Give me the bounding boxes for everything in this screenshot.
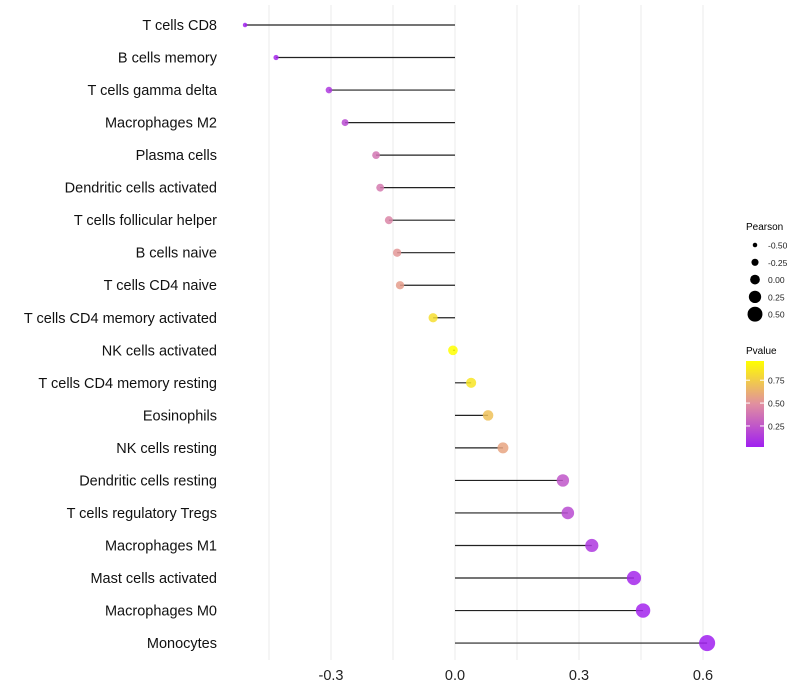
data-point xyxy=(384,216,393,225)
data-point xyxy=(242,22,248,28)
data-point xyxy=(448,345,458,356)
x-tick-label: 0.6 xyxy=(693,668,713,684)
data-point xyxy=(376,183,385,192)
data-point xyxy=(393,248,402,257)
category-label: T cells CD8 xyxy=(142,18,217,34)
category-label: T cells CD4 memory resting xyxy=(38,376,217,392)
category-label: Macrophages M2 xyxy=(105,116,217,132)
data-point xyxy=(635,603,651,618)
data-point xyxy=(273,54,279,61)
data-point xyxy=(482,410,494,421)
category-label: Monocytes xyxy=(147,636,217,652)
category-label: NK cells resting xyxy=(116,441,217,457)
data-point xyxy=(626,570,642,586)
category-label: Plasma cells xyxy=(136,148,217,164)
data-point xyxy=(428,313,438,323)
data-point xyxy=(561,506,575,520)
size-legend-dot xyxy=(747,306,763,322)
category-label: T cells gamma delta xyxy=(88,83,218,99)
size-legend-dot xyxy=(748,290,762,304)
size-legend-dot xyxy=(752,242,758,248)
category-label: B cells memory xyxy=(118,51,218,67)
size-legend-label: 0.00 xyxy=(768,275,785,285)
size-legend-label: 0.50 xyxy=(768,310,785,320)
category-label: T cells follicular helper xyxy=(74,213,217,229)
data-point xyxy=(325,86,333,94)
size-legend-label: -0.50 xyxy=(768,241,788,251)
category-label: Dendritic cells activated xyxy=(65,181,217,197)
category-label: Macrophages M0 xyxy=(105,604,217,620)
colorbar-label: 0.25 xyxy=(768,421,785,431)
data-point xyxy=(395,281,405,290)
data-point xyxy=(497,442,509,454)
data-point xyxy=(585,538,599,553)
category-label: T cells CD4 memory activated xyxy=(24,311,217,327)
x-tick-label: 0.3 xyxy=(569,668,589,684)
data-point xyxy=(699,635,716,652)
pvalue-colorbar xyxy=(746,361,764,447)
size-legend-dot xyxy=(750,274,760,285)
data-point xyxy=(466,377,477,388)
size-legend-label: -0.25 xyxy=(768,258,788,268)
category-label: Eosinophils xyxy=(143,408,217,424)
colorbar-label: 0.75 xyxy=(768,376,785,386)
color-legend-title: Pvalue xyxy=(746,346,777,357)
data-point xyxy=(556,474,570,487)
size-legend-label: 0.25 xyxy=(768,292,785,302)
category-label: T cells regulatory Tregs xyxy=(67,506,217,522)
category-label: Dendritic cells resting xyxy=(79,473,217,489)
data-point xyxy=(341,119,349,127)
data-point xyxy=(372,151,380,159)
category-label: Macrophages M1 xyxy=(105,538,217,554)
x-tick-label: -0.3 xyxy=(319,668,344,684)
legend: Pearson -0.50 -0.25 0.00 0.25 0.50 Pvalue 0.… xyxy=(746,222,788,447)
category-label: NK cells activated xyxy=(102,343,217,359)
colorbar-label: 0.50 xyxy=(768,399,785,409)
category-label: T cells CD4 naive xyxy=(104,278,217,294)
x-tick-label: 0.0 xyxy=(445,668,465,684)
size-legend-title: Pearson xyxy=(746,222,783,233)
category-label: B cells naive xyxy=(136,246,217,262)
category-label: Mast cells activated xyxy=(90,571,217,587)
size-legend-dot xyxy=(751,258,759,266)
